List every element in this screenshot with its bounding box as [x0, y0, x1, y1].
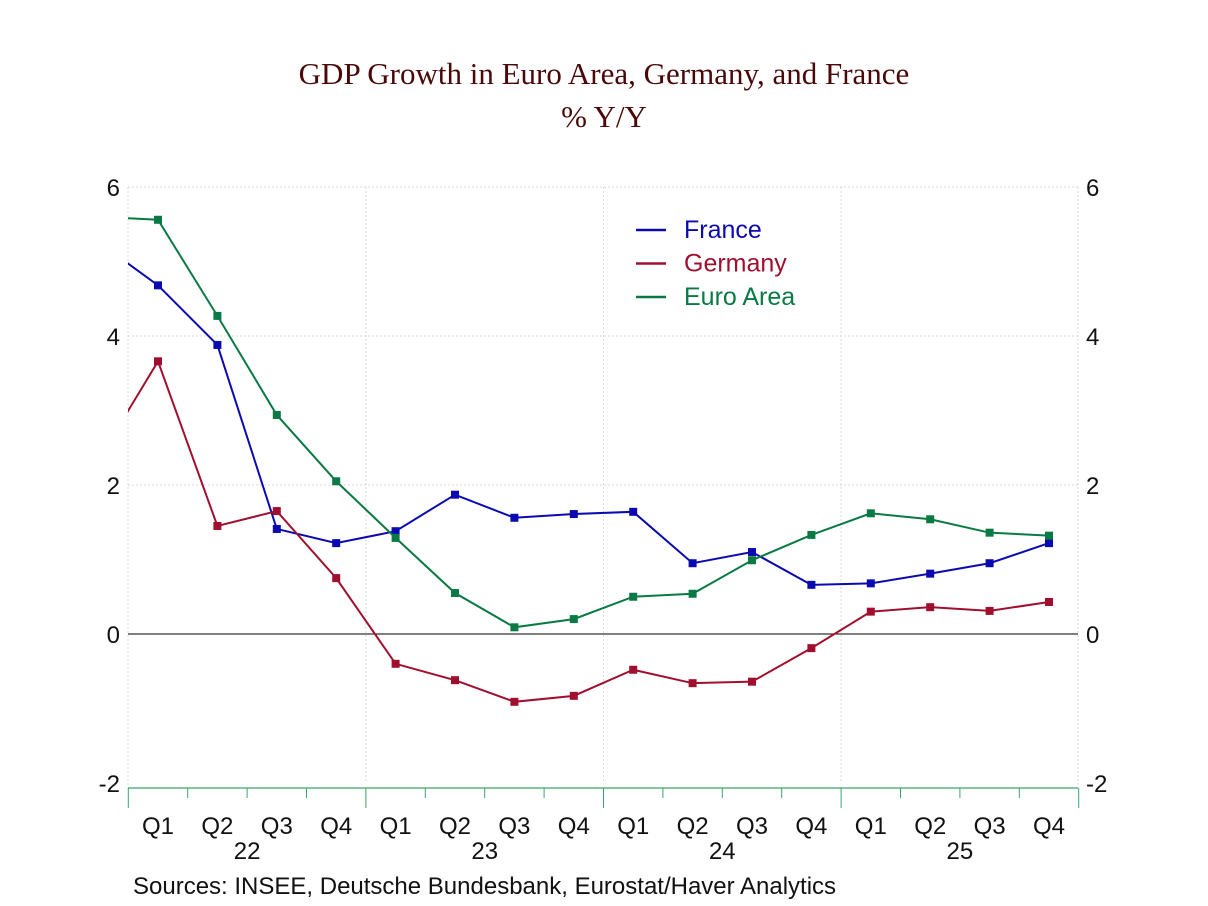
data-point [748, 677, 756, 686]
data-point [569, 510, 578, 519]
y-tick-label-left: -2 [99, 771, 120, 798]
data-point [451, 589, 459, 598]
series-line-euro-area [128, 217, 1050, 629]
data-point [748, 556, 756, 565]
data-point [688, 679, 697, 688]
data-point [510, 513, 519, 522]
data-point [391, 659, 400, 668]
legend-label: France [684, 216, 762, 244]
data-point [866, 579, 875, 588]
legend-label: Germany [684, 250, 787, 278]
data-point [154, 215, 162, 224]
data-point [332, 477, 341, 486]
chart-subtitle: % Y/Y [561, 99, 647, 134]
source-note: Sources: INSEE, Deutsche Bundesbank, Eur… [133, 873, 836, 900]
x-tick-label: Q3 [736, 813, 768, 840]
x-tick-label: Q4 [1033, 813, 1065, 840]
y-tick-label-right: 4 [1086, 324, 1099, 351]
data-point [154, 281, 162, 290]
data-point [807, 644, 816, 653]
data-point [926, 603, 935, 612]
data-point [1045, 597, 1053, 606]
year-label: 25 [947, 838, 974, 865]
data-point [272, 410, 281, 419]
x-tick-label: Q1 [855, 813, 887, 840]
data-point [807, 580, 816, 589]
data-point [213, 521, 222, 530]
data-point [629, 592, 638, 601]
x-tick-label: Q3 [261, 813, 293, 840]
data-point [391, 527, 400, 536]
data-point [510, 623, 519, 632]
y-tick-label-left: 2 [107, 473, 120, 500]
data-point [332, 539, 341, 548]
data-point [1045, 539, 1053, 548]
data-point [688, 559, 697, 568]
data-point [451, 490, 459, 499]
y-tick-label-right: 6 [1086, 175, 1099, 202]
data-point [510, 697, 519, 706]
year-label: 22 [234, 838, 261, 865]
x-tick-label: Q2 [677, 813, 709, 840]
y-tick-label-left: 6 [107, 175, 120, 202]
data-point [985, 606, 994, 615]
data-point [391, 533, 400, 542]
data-point [926, 569, 935, 578]
data-point [569, 691, 578, 700]
data-point [688, 589, 697, 598]
data-point [985, 559, 994, 568]
x-tick-label: Q4 [558, 813, 590, 840]
data-point [985, 528, 994, 537]
x-tick-label: Q3 [974, 813, 1006, 840]
data-point [629, 507, 638, 516]
year-label: 24 [709, 838, 736, 865]
x-tick-label: Q1 [142, 813, 174, 840]
data-point [748, 548, 756, 557]
x-tick-label: Q2 [914, 813, 946, 840]
series-line-france [128, 262, 1050, 586]
y-tick-label-right: -2 [1086, 771, 1107, 798]
y-tick-label-left: 4 [107, 324, 120, 351]
data-point [213, 311, 222, 320]
year-label: 23 [471, 838, 498, 865]
data-point [272, 507, 281, 516]
data-point [154, 357, 162, 366]
x-tick-label: Q1 [617, 813, 649, 840]
data-point [926, 515, 935, 524]
x-tick-label: Q2 [201, 813, 233, 840]
data-point [213, 340, 222, 349]
chart-title: GDP Growth in Euro Area, Germany, and Fr… [299, 56, 910, 91]
data-point [272, 524, 281, 533]
legend-label: Euro Area [684, 283, 795, 311]
data-point [866, 509, 875, 518]
x-tick-label: Q1 [380, 813, 412, 840]
y-tick-label-right: 2 [1086, 473, 1099, 500]
data-point [332, 574, 341, 583]
series-line-germany [128, 359, 1050, 703]
data-point [807, 530, 816, 539]
data-point [629, 665, 638, 674]
y-tick-label-left: 0 [107, 622, 120, 649]
data-point [1045, 531, 1053, 540]
data-point [569, 615, 578, 624]
x-tick-label: Q3 [498, 813, 530, 840]
y-tick-label-right: 0 [1086, 622, 1099, 649]
data-point [866, 607, 875, 616]
data-point [451, 676, 459, 685]
x-tick-label: Q4 [320, 813, 352, 840]
x-tick-label: Q4 [795, 813, 827, 840]
x-tick-label: Q2 [439, 813, 471, 840]
